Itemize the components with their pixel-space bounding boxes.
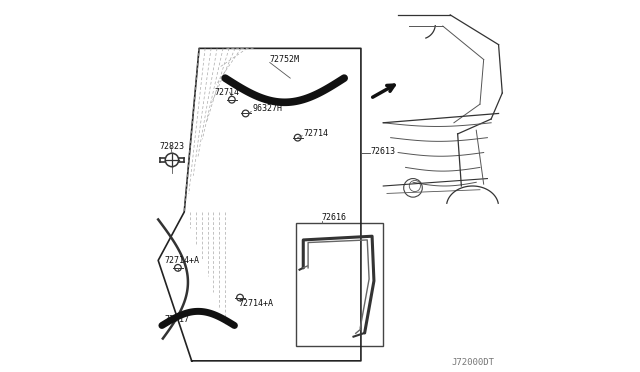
Bar [296,223,383,346]
Text: 72823: 72823 [159,142,184,151]
Text: 72717: 72717 [164,315,189,324]
Text: 72752M: 72752M [270,55,300,64]
Text: 72616: 72616 [322,213,347,222]
Text: 96327H: 96327H [252,105,282,113]
Text: 72714+A: 72714+A [164,256,200,265]
Text: 72714+A: 72714+A [238,299,273,308]
Text: J72000DT: J72000DT [452,358,495,367]
Text: 72714: 72714 [214,88,239,97]
Text: 72714: 72714 [303,129,328,138]
Text: 72613: 72613 [371,147,396,156]
